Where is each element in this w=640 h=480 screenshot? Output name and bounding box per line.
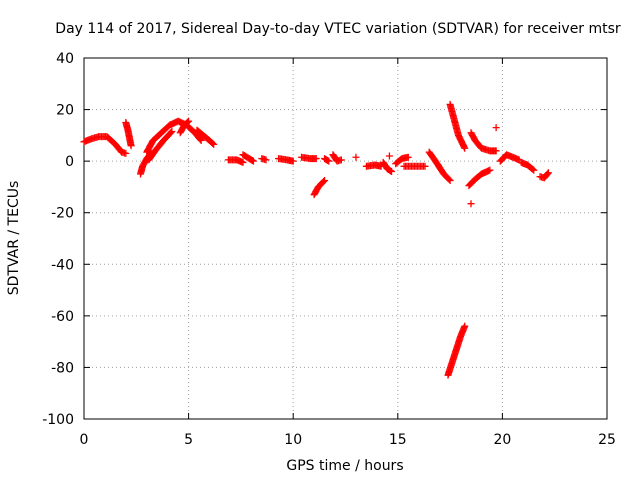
x-tick-label: 15: [389, 432, 407, 448]
data-point: [289, 157, 297, 165]
data-point: [388, 167, 396, 175]
data-point: [530, 166, 538, 174]
data-point: [461, 322, 469, 330]
satellite-arc: [536, 169, 552, 182]
data-point: [492, 124, 500, 132]
x-tick-label: 5: [184, 432, 193, 448]
satellite-arc: [352, 153, 360, 161]
gridlines: [84, 58, 607, 419]
x-axis-label: GPS time / hours: [286, 458, 403, 474]
axis-ticks: 40 20 0 -20 -40 -60 -80 -100 0 5 10 15 20 25: [42, 51, 616, 448]
x-tick-label: 20: [493, 432, 511, 448]
y-axis-label: SDTVAR / TECUs: [6, 181, 22, 296]
x-tick-label: 0: [80, 432, 89, 448]
satellite-arc: [467, 129, 500, 155]
y-tick-label: -60: [51, 309, 74, 325]
data-point: [352, 153, 360, 161]
y-tick-label: 40: [56, 51, 74, 67]
data-point: [196, 135, 204, 143]
data-point: [445, 175, 453, 183]
satellite-arc: [444, 322, 469, 379]
satellite-arc: [465, 166, 494, 190]
satellite-arc: [239, 151, 257, 165]
satellite-arc: [310, 176, 329, 199]
satellite-arc: [400, 162, 429, 170]
y-tick-label: 0: [65, 154, 74, 170]
satellite-arc: [122, 118, 135, 150]
y-tick-label: -100: [42, 412, 74, 428]
satellite-arc: [224, 156, 247, 166]
x-tick-label: 10: [284, 432, 302, 448]
plot-frame: [83, 57, 608, 420]
data-point: [325, 157, 333, 165]
y-tick-label: -20: [51, 206, 74, 222]
data-point: [492, 147, 500, 155]
satellite-arc: [321, 155, 333, 165]
data-point: [210, 140, 218, 148]
data-point: [337, 156, 345, 164]
satellite-arc: [258, 155, 270, 164]
satellite-arc: [385, 152, 393, 160]
data-point: [197, 137, 205, 145]
satellite-arc: [492, 124, 500, 132]
y-tick-label: -40: [51, 257, 74, 273]
satellite-arc: [193, 126, 218, 148]
satellite-arc: [176, 117, 193, 137]
data-point: [168, 127, 176, 135]
x-tick-label: 25: [598, 432, 616, 448]
data-point: [122, 149, 130, 157]
satellite-arc: [80, 133, 130, 157]
data-point: [321, 176, 329, 184]
satellite-arc: [362, 161, 385, 170]
satellite-arc: [275, 155, 297, 165]
y-tick-label: 20: [56, 103, 74, 119]
data-point: [446, 176, 454, 184]
data-point: [167, 128, 175, 136]
satellite-arc: [517, 158, 538, 174]
satellite-arc: [425, 148, 454, 184]
satellite-arc: [329, 151, 345, 165]
data-point: [461, 144, 469, 152]
data-point: [184, 118, 192, 126]
data-point: [249, 157, 257, 165]
data-point: [262, 156, 270, 164]
data-point: [385, 152, 393, 160]
data-point: [239, 158, 247, 166]
data-point: [127, 142, 135, 150]
data-point: [312, 155, 320, 163]
satellite-arc: [145, 127, 176, 164]
data-point: [404, 153, 412, 161]
data-point: [467, 200, 475, 208]
satellite-arc: [298, 153, 320, 163]
data-points: [80, 100, 552, 379]
data-point: [544, 169, 552, 177]
satellite-arc: [467, 200, 475, 208]
satellite-arc: [496, 151, 523, 165]
y-tick-label: -80: [51, 360, 74, 376]
data-point: [486, 166, 494, 174]
data-point: [529, 165, 537, 173]
satellite-arc: [143, 117, 205, 156]
data-point: [544, 170, 552, 178]
data-point: [320, 178, 328, 186]
satellite-arc: [392, 153, 412, 168]
data-point: [185, 117, 193, 125]
chart-title: Day 114 of 2017, Sidereal Day-to-day VTE…: [55, 21, 621, 37]
satellite-arc: [379, 158, 396, 175]
satellite-arc: [446, 100, 469, 152]
data-point: [209, 139, 217, 147]
data-point: [421, 162, 429, 170]
